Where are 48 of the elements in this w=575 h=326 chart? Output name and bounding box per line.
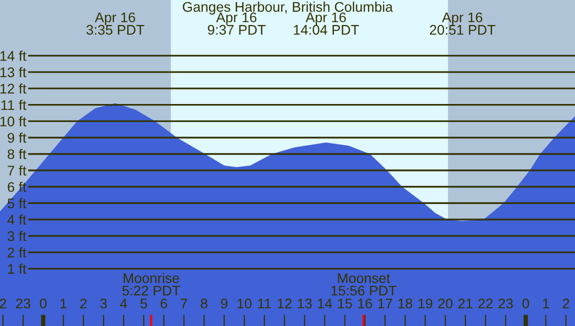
x-tick-label: 0 [40,298,47,308]
x-tick-label: 17 [378,298,392,308]
x-tick-label: 14 [318,298,332,308]
x-tick-label: 15 [338,298,352,308]
y-tick-label: 4 ft [7,214,26,225]
y-tick-label: 6 ft [8,182,26,192]
x-tick-label: 22 [478,298,493,308]
y-tick-label: 8 ft [8,148,26,160]
y-tick-label: 13 ft [0,67,26,78]
x-tick-label: 11 [258,298,271,308]
y-tick-label: 14 ft [0,50,26,61]
y-tick-label: 5 ft [8,198,26,208]
x-tick-label: 0 [522,298,530,308]
x-tick-label: 4 [120,298,128,308]
annotation: Apr 16 3:35 PDT [86,12,144,35]
annotation: Apr 16 20:51 PDT [430,12,496,35]
annotation: Moonrise 5:22 PDT [122,272,180,296]
annotation: Apr 16 14:04 PDT [294,12,359,35]
x-tick-label: 3 [100,298,107,308]
x-tick-label: 1 [543,298,550,308]
x-tick-label: 1 [60,298,67,308]
y-tick-label: 7 ft [8,165,26,176]
x-tick-label: 7 [180,298,188,308]
x-tick-label: 23 [16,298,30,308]
y-tick-label: 1 ft [8,264,26,274]
x-tick-label: 10 [238,298,252,308]
y-tick-label: 3 ft [8,230,26,242]
x-tick-label: 16 [358,298,372,308]
x-tick-label: 2 [80,298,87,308]
x-tick-label: 23 [498,298,513,308]
x-tick-label: 2 [0,298,6,308]
x-tick-label: 8 [200,298,208,308]
x-tick-label: 19 [418,298,432,308]
x-tick-label: 9 [220,298,228,308]
y-tick-label: 12 ft [0,83,26,94]
x-tick-label: 18 [398,298,412,308]
y-tick-label: 10 ft [0,116,26,126]
x-tick-label: 5 [140,298,148,308]
x-tick-label: 12 [278,298,292,308]
y-tick-label: 11 ft [1,100,26,110]
annotation: Moonset 15:56 PDT [331,273,396,296]
y-tick-label: 2 ft [8,247,26,258]
x-tick-label: 20 [438,298,453,308]
y-tick-label: 9 ft [8,132,26,143]
x-tick-label: 6 [160,298,168,308]
x-tick-label: 13 [298,298,312,308]
x-tick-label: 2 [562,298,570,308]
x-tick-label: 21 [458,298,472,308]
